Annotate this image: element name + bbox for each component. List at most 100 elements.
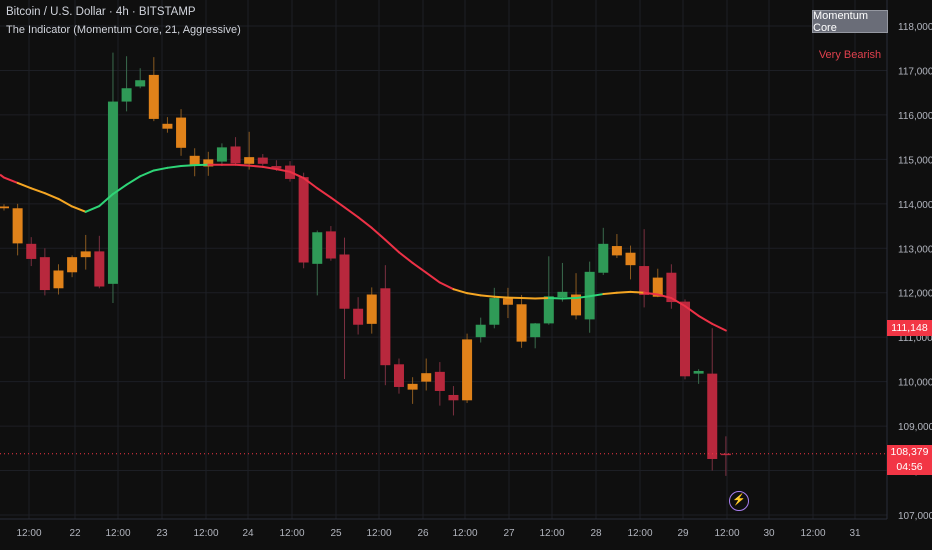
candle-body (107, 101, 118, 284)
candle-body (298, 177, 309, 263)
candle-body (707, 373, 718, 459)
indicator-name-badge: Momentum Core (812, 10, 888, 34)
candle-body (189, 155, 200, 166)
candle-body (203, 159, 214, 167)
candle-body (530, 323, 541, 338)
y-tick-label: 117,000 (898, 66, 932, 77)
x-tick-label: 22 (69, 528, 81, 539)
candle-body (666, 272, 677, 303)
x-tick-label: 24 (242, 528, 254, 539)
y-tick-label: 110,000 (898, 378, 932, 389)
ma-line-segment (111, 183, 128, 196)
x-tick-label: 12:00 (366, 528, 391, 539)
ma-line-segment (16, 181, 33, 190)
candle-body (393, 364, 404, 387)
candle-body (720, 453, 731, 456)
x-tick-label: 12:00 (800, 528, 825, 539)
x-tick-label: 25 (330, 528, 342, 539)
x-tick-label: 12:00 (16, 528, 41, 539)
candle-body (421, 373, 432, 382)
ma-line-segment (370, 226, 387, 241)
candle-body (543, 296, 554, 324)
candle-body (489, 298, 500, 325)
ma-line-segment (125, 175, 142, 186)
candle-body (462, 339, 473, 401)
candle-body (557, 291, 568, 298)
y-tick-label: 118,000 (898, 22, 932, 33)
x-tick-label: 12:00 (627, 528, 652, 539)
y-tick-label: 112,000 (898, 289, 932, 300)
candle-body (448, 394, 459, 401)
candle-body (516, 304, 527, 342)
x-tick-label: 28 (590, 528, 602, 539)
candle-body (176, 117, 187, 148)
symbol-title[interactable]: Bitcoin / U.S. Dollar · 4h · BITSTAMP (6, 6, 196, 18)
candle-body (502, 298, 513, 305)
ma-line-segment (493, 295, 509, 299)
candle-body (135, 80, 146, 87)
candle-body (121, 88, 132, 102)
candle-body (148, 74, 159, 119)
ma-line-segment (397, 251, 414, 264)
ma-line-segment (452, 288, 469, 295)
x-tick-label: 27 (503, 528, 515, 539)
y-tick-label: 115,000 (898, 155, 932, 166)
last-price-value: 108,379 (890, 446, 929, 458)
candle-body (598, 243, 609, 273)
y-tick-label: 111,000 (898, 333, 932, 344)
candle-body (571, 294, 582, 316)
x-tick-label: 12:00 (539, 528, 564, 539)
x-tick-label: 12:00 (279, 528, 304, 539)
ma-line-segment (71, 205, 87, 213)
candle-body (312, 232, 323, 264)
ma-line-segment (670, 297, 686, 308)
y-tick-label: 109,000 (898, 422, 932, 433)
candle-body (94, 251, 105, 287)
ma-line-segment (615, 290, 632, 294)
ma-line-segment (57, 197, 74, 208)
ma-line-segment (180, 164, 196, 168)
x-tick-label: 12:00 (714, 528, 739, 539)
candle-body (353, 308, 364, 325)
ma-line-segment (275, 168, 292, 173)
ma-line-segment (629, 290, 646, 294)
y-tick-label: 114,000 (898, 200, 932, 211)
ma-line-segment (302, 177, 319, 190)
candle-body (680, 301, 690, 377)
indicator-legend[interactable]: The Indicator (Momentum Core, 21, Aggres… (6, 24, 241, 36)
y-tick-label: 107,000 (898, 511, 932, 522)
candle-body (625, 252, 636, 266)
ma-line-segment (425, 271, 441, 284)
ma-line-segment (166, 165, 183, 169)
ma-line-segment (466, 292, 482, 297)
ma-line-segment (248, 164, 264, 168)
x-tick-label: 12:00 (105, 528, 130, 539)
candle-body (162, 123, 173, 129)
candle-body (611, 246, 622, 256)
y-tick-label: 113,000 (898, 244, 932, 255)
bar-countdown: 04:56 (896, 461, 923, 473)
ma-line-segment (575, 295, 591, 300)
ma-line-segment (261, 165, 278, 171)
lightning-icon[interactable]: ⚡ (729, 491, 749, 511)
ma-line-segment (697, 314, 714, 325)
candle-body (407, 383, 418, 390)
ma-line-segment (411, 261, 428, 274)
candle-body (244, 157, 255, 164)
ma-price-tag: 111,148 (887, 320, 932, 336)
candle-body (26, 243, 37, 259)
ma-line-segment (139, 169, 155, 178)
candle-body (366, 294, 377, 324)
ma-line-segment (357, 216, 373, 229)
x-tick-label: 30 (763, 528, 775, 539)
candle-body (475, 324, 486, 338)
candle-body (639, 266, 650, 295)
ma-line-segment (84, 205, 101, 213)
candle-body (325, 231, 336, 259)
x-tick-label: 12:00 (193, 528, 218, 539)
ma-line-segment (602, 291, 618, 296)
ma-line-segment (656, 293, 673, 300)
candle-body (216, 147, 227, 162)
